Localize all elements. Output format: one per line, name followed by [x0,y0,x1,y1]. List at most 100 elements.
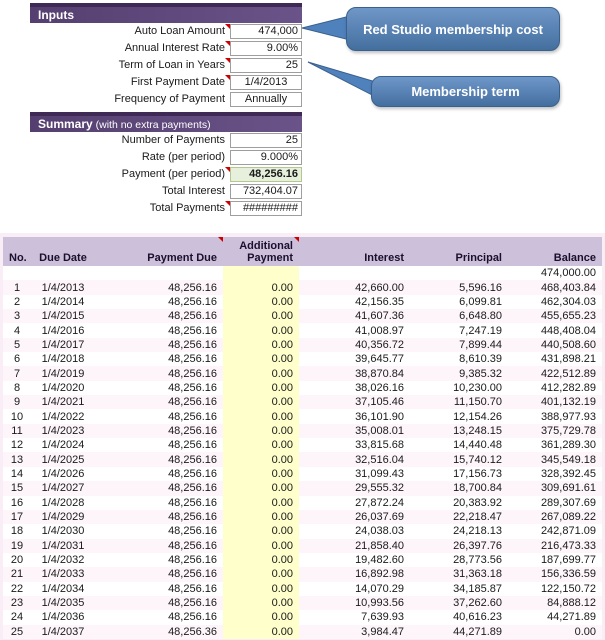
total-payments-value[interactable]: ######### [230,201,302,216]
cell[interactable]: 0.00 [223,423,299,439]
cell[interactable]: 1/4/2027 [41,482,85,495]
cell[interactable]: 32,516.04 [355,453,404,466]
cell[interactable]: 13,248.15 [453,424,502,437]
term-field[interactable]: 25 [230,58,302,73]
callout-membership-cost[interactable]: Red Studio membership cost [346,7,560,51]
cell[interactable]: 10 [10,410,24,423]
cell[interactable]: 1/4/2019 [41,367,85,380]
cell[interactable]: 11,150.70 [453,396,502,409]
cell[interactable]: 401,132.19 [540,396,596,409]
cell[interactable]: 27,872.24 [355,496,404,509]
cell[interactable]: 21,858.40 [355,539,404,552]
cell[interactable]: 0.00 [223,438,299,453]
cell[interactable]: 36,101.90 [355,410,404,423]
cell[interactable]: 29,555.32 [355,482,404,495]
cell[interactable]: 33,815.68 [355,439,404,452]
cell[interactable]: 7,247.19 [459,324,502,337]
cell[interactable]: 48,256.16 [168,281,217,294]
cell[interactable]: 468,403.84 [540,281,596,294]
cell[interactable]: 1/4/2017 [41,338,85,351]
cell[interactable]: 0.00 [223,610,299,625]
cell[interactable]: 48,256.16 [168,324,217,337]
cell[interactable]: 8,610.39 [459,353,502,366]
cell[interactable]: 9,385.32 [459,367,502,380]
cell[interactable]: 48,256.16 [168,295,217,308]
cell[interactable]: 156,336.59 [540,568,596,581]
cell[interactable]: 37,262.60 [453,597,502,610]
cell[interactable]: 1/4/2021 [41,396,85,409]
cell[interactable]: 5 [13,338,21,351]
cell[interactable]: 6 [13,353,21,366]
cell[interactable]: 440,508.60 [540,338,596,351]
cell[interactable]: 1/4/2023 [41,424,85,437]
cell[interactable]: 0.00 [223,323,299,338]
cell[interactable]: 0.00 [223,524,299,539]
cell[interactable]: 24,218.13 [453,525,502,538]
cell[interactable]: 242,871.09 [540,525,596,538]
cell[interactable]: 40,356.72 [355,338,404,351]
cell[interactable] [410,266,508,280]
cell[interactable]: 7,899.44 [459,338,502,351]
cell[interactable]: 84,888.12 [547,597,596,610]
cell[interactable]: 48,256.16 [168,381,217,394]
cell[interactable]: 37,105.46 [355,396,404,409]
cell[interactable]: 48,256.16 [168,396,217,409]
cell[interactable]: 1/4/2032 [41,554,85,567]
cell[interactable]: 48,256.16 [168,424,217,437]
first-payment-field[interactable]: 1/4/2013 [230,75,302,90]
cell[interactable]: 422,512.89 [540,367,596,380]
cell[interactable] [223,266,299,281]
cell[interactable]: 0.00 [223,567,299,582]
cell[interactable]: 13 [10,453,24,466]
cell[interactable] [95,266,223,280]
cell[interactable]: 48,256.16 [168,439,217,452]
cell[interactable]: 10,993.56 [355,597,404,610]
cell[interactable]: 1 [13,281,21,294]
cell[interactable]: 48,256.16 [168,582,217,595]
cell[interactable]: 48,256.16 [168,539,217,552]
cell[interactable]: 9 [13,396,21,409]
cell[interactable] [3,266,31,280]
cell[interactable]: 48,256.16 [168,496,217,509]
cell[interactable]: 11 [11,424,23,437]
rate-per-period-value[interactable]: 9.000% [230,150,302,165]
cell[interactable] [31,266,95,280]
cell[interactable]: 474,000.00 [540,267,596,280]
cell[interactable]: 22 [10,582,24,595]
cell[interactable]: 388,977.93 [540,410,596,423]
cell[interactable]: 1/4/2028 [41,496,85,509]
cell[interactable]: 6,099.81 [459,295,502,308]
cell[interactable]: 122,150.72 [540,582,596,595]
cell[interactable]: 48,256.16 [168,554,217,567]
cell[interactable]: 0.00 [223,595,299,611]
cell[interactable]: 1/4/2018 [41,353,85,366]
cell[interactable]: 375,729.78 [540,424,596,437]
cell[interactable]: 0.00 [223,337,299,353]
cell[interactable]: 21 [10,568,24,581]
cell[interactable]: 18 [10,525,24,538]
cell[interactable]: 345,549.18 [540,453,596,466]
callout-membership-term[interactable]: Membership term [371,76,560,107]
cell[interactable]: 48,256.16 [168,338,217,351]
cell[interactable]: 38,026.16 [355,381,404,394]
cell[interactable]: 10,230.00 [453,381,502,394]
cell[interactable]: 0.00 [223,481,299,496]
cell[interactable]: 1/4/2015 [41,310,85,323]
cell[interactable]: 48,256.16 [168,367,217,380]
cell[interactable]: 22,218.47 [453,511,502,524]
cell[interactable]: 3,984.47 [361,625,404,638]
cell[interactable]: 17,156.73 [453,467,502,480]
cell[interactable]: 0.00 [223,409,299,424]
cell[interactable]: 0.00 [223,538,299,553]
cell[interactable]: 39,645.77 [355,353,404,366]
cell[interactable]: 48,256.16 [168,525,217,538]
cell[interactable]: 0.00 [223,466,299,482]
cell[interactable]: 34,185.87 [453,582,502,595]
cell[interactable]: 48,256.16 [168,482,217,495]
cell[interactable]: 48,256.16 [168,511,217,524]
cell[interactable]: 289,307.69 [540,496,596,509]
cell[interactable]: 41,607.36 [355,310,404,323]
cell[interactable]: 28,773.56 [453,554,502,567]
interest-rate-field[interactable]: 9.00% [230,41,302,56]
cell[interactable]: 14,440.48 [453,439,502,452]
